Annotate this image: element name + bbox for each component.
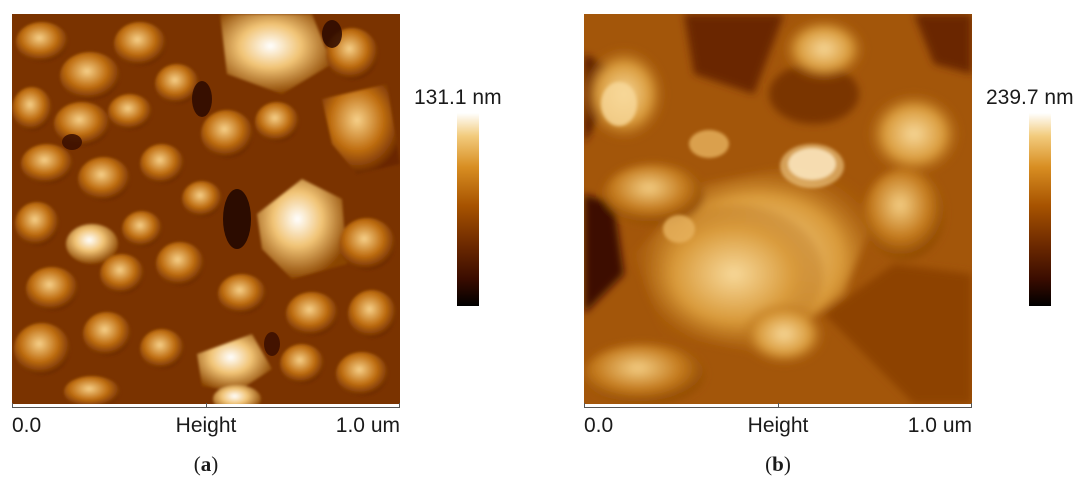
caption-letter-a: a [200,452,212,476]
height-colorbar-a [457,113,479,306]
caption-open-paren: ( [765,452,773,476]
panel-caption-b: (b) [765,452,791,476]
caption-close-paren: ) [783,452,791,476]
height-scale-max-label-a: 131.1 nm [414,86,502,109]
panel-caption-a: (a) [194,452,219,476]
caption-close-paren: ) [211,452,219,476]
afm-topography-a [12,14,400,404]
height-colorbar-b [1029,113,1051,306]
x-axis-tick-a [399,403,400,408]
caption-letter-b: b [772,452,784,476]
afm-height-image-b [584,14,972,404]
x-axis-tick-b [778,403,779,408]
x-axis-start-label-b: 0.0 [584,414,614,437]
x-axis-start-label-a: 0.0 [12,414,42,437]
x-axis-tick-a [12,403,13,408]
x-axis-tick-a [206,403,207,408]
afm-height-image-a [12,14,400,404]
afm-topography-b [584,14,972,404]
afm-panel-b: 0.0 Height 1.0 um 239.7 nm (b) [572,0,1088,479]
afm-panel-a: 0.0 Height 1.0 um 131.1 nm (a) [0,0,520,479]
x-axis-end-label-a: 1.0 um [335,414,400,437]
height-scale-max-label-b: 239.7 nm [986,86,1074,109]
x-axis-title-b: Height [747,414,809,437]
x-axis-tick-b [971,403,972,408]
x-axis-title-a: Height [175,414,237,437]
x-axis-tick-b [584,403,585,408]
caption-open-paren: ( [193,452,201,476]
x-axis-end-label-b: 1.0 um [907,414,972,437]
